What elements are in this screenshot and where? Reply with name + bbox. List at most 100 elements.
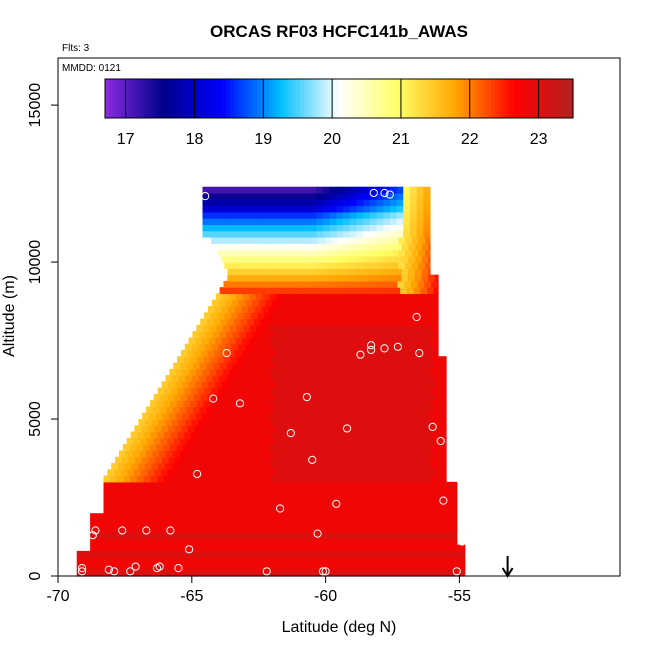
heatmap-cell (302, 293, 310, 301)
heatmap-cell (394, 268, 403, 276)
heatmap-cell (188, 456, 196, 464)
heatmap-cell (236, 280, 245, 288)
heatmap-cell (421, 469, 430, 477)
heatmap-cell (355, 456, 364, 464)
heatmap-cell (236, 368, 244, 376)
heatmap-cell (160, 393, 168, 401)
heatmap-cell (367, 393, 376, 401)
heatmap-cell (110, 544, 118, 552)
heatmap-cell (202, 218, 210, 225)
heatmap-cell (296, 199, 304, 207)
colorbar-tick-label: 20 (323, 131, 341, 148)
heatmap-cell (214, 469, 222, 477)
heatmap-cell (284, 538, 292, 546)
heatmap-cell (177, 488, 185, 495)
heatmap-cell (369, 456, 377, 464)
heatmap-cell (160, 469, 169, 477)
heatmap-cell (210, 513, 218, 521)
heatmap-cell (315, 381, 323, 389)
heatmap-cell (190, 488, 198, 495)
heatmap-cell (416, 192, 424, 200)
heatmap-cell (222, 218, 230, 225)
heatmap-cell (371, 494, 379, 502)
heatmap-cell (328, 469, 336, 477)
heatmap-cell (438, 544, 446, 552)
heatmap-cell (402, 425, 410, 433)
heatmap-cell (136, 506, 145, 514)
heatmap-cell (327, 274, 335, 282)
heatmap-cell (385, 387, 393, 395)
heatmap-cell (273, 406, 281, 414)
heatmap-cell (308, 255, 316, 263)
heatmap-cell (148, 456, 156, 464)
heatmap-cell (271, 312, 279, 320)
heatmap-cell (426, 419, 434, 426)
heatmap-cell (271, 262, 279, 269)
heatmap-cell (329, 186, 337, 194)
heatmap-cell (297, 506, 305, 514)
heatmap-cell (247, 469, 256, 477)
heatmap-cell (419, 331, 428, 339)
heatmap-cell (256, 400, 265, 408)
heatmap-cell (369, 293, 377, 301)
heatmap-cell (290, 538, 299, 546)
heatmap-cell (338, 343, 346, 351)
heatmap-cell (116, 544, 125, 552)
heatmap-cell (315, 456, 324, 464)
mmdd-note: MMDD: 0121 (62, 63, 121, 74)
heatmap-cell (397, 324, 405, 332)
heatmap-cell (358, 312, 366, 320)
heatmap-cell (411, 506, 419, 514)
heatmap-cell (270, 506, 279, 514)
heatmap-cell (344, 475, 352, 483)
heatmap-cell (405, 419, 414, 426)
heatmap-cell (231, 236, 239, 244)
heatmap-cell (227, 437, 235, 445)
heatmap-cell (420, 287, 428, 295)
heatmap-cell (376, 199, 384, 207)
heatmap-cell (169, 368, 177, 376)
heatmap-cell (290, 356, 299, 364)
heatmap-cell (290, 563, 299, 571)
heatmap-cell (262, 412, 270, 420)
heatmap-cell (451, 557, 459, 565)
heatmap-cell (409, 293, 418, 301)
heatmap-cell (240, 362, 248, 370)
heatmap-cell (265, 299, 273, 307)
heatmap-cell (351, 387, 359, 395)
heatmap-cell (157, 513, 165, 521)
heatmap-cell (436, 456, 444, 464)
heatmap-cell (215, 224, 224, 232)
heatmap-cell (297, 557, 305, 565)
heatmap-cell (136, 475, 145, 483)
heatmap-cell (143, 488, 151, 495)
heatmap-cell (304, 312, 312, 320)
heatmap-cell (413, 406, 421, 414)
heatmap-cell (284, 532, 292, 539)
heatmap-cell (440, 362, 447, 370)
heatmap-cell (197, 563, 205, 571)
heatmap-cell (250, 557, 258, 565)
heatmap-cell (157, 569, 165, 577)
heatmap-cell (316, 199, 324, 207)
heatmap-cell (313, 406, 321, 414)
heatmap-cell (225, 299, 233, 307)
heatmap-cell (249, 199, 257, 207)
heatmap-cell (266, 362, 275, 370)
heatmap-cell (369, 186, 378, 194)
heatmap-cell (280, 393, 289, 401)
heatmap-cell (228, 425, 236, 433)
heatmap-cell (264, 249, 272, 257)
heatmap-cell (325, 299, 333, 307)
heatmap-cell (241, 349, 249, 357)
heatmap-cell (310, 506, 319, 514)
heatmap-cell (208, 337, 217, 345)
heatmap-cell (351, 563, 359, 571)
heatmap-cell (282, 211, 291, 219)
heatmap-cell (210, 532, 218, 539)
heatmap-cell (237, 475, 245, 483)
heatmap-cell (116, 494, 125, 502)
heatmap-cell (297, 500, 305, 508)
heatmap-cell (371, 519, 379, 527)
heatmap-cell (314, 437, 322, 445)
